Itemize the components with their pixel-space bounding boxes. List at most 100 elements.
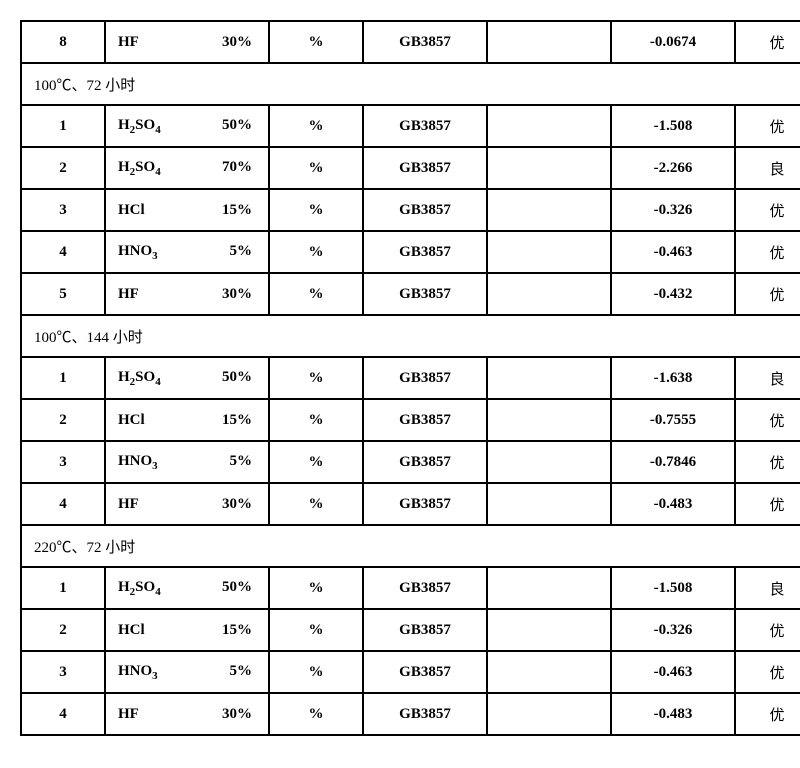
- value-cell: -0.432: [611, 273, 735, 315]
- table-row: 2H2SO470%%GB3857 -2.266良: [21, 147, 800, 189]
- standard-cell: GB3857: [363, 693, 487, 735]
- standard-cell: GB3857: [363, 147, 487, 189]
- grade-cell: 良: [735, 147, 800, 189]
- empty-cell: [487, 105, 611, 147]
- value-cell: -0.463: [611, 231, 735, 273]
- unit-cell: %: [269, 105, 363, 147]
- empty-cell: [487, 693, 611, 735]
- grade-cell: 优: [735, 189, 800, 231]
- value-cell: -0.0674: [611, 21, 735, 63]
- grade-cell: 良: [735, 567, 800, 609]
- value-cell: -0.7555: [611, 399, 735, 441]
- standard-cell: GB3857: [363, 357, 487, 399]
- chemical-formula: HCl: [118, 412, 145, 429]
- unit-cell: %: [269, 693, 363, 735]
- grade-cell: 良: [735, 357, 800, 399]
- concentration: 5%: [230, 453, 253, 472]
- grade-cell: 优: [735, 105, 800, 147]
- grade-cell: 优: [735, 483, 800, 525]
- row-number: 4: [21, 693, 105, 735]
- grade-cell: 优: [735, 21, 800, 63]
- table-row: 1H2SO450%%GB3857-1.508良: [21, 567, 800, 609]
- empty-cell: [487, 483, 611, 525]
- table-row: 3HNO35%%GB3857-0.7846优: [21, 441, 800, 483]
- standard-cell: GB3857: [363, 189, 487, 231]
- section-header-cell: 100℃、72 小时: [21, 63, 800, 105]
- concentration: 15%: [222, 412, 252, 429]
- row-number: 8: [21, 21, 105, 63]
- empty-cell: [487, 21, 611, 63]
- chemical-formula: HF: [118, 496, 139, 513]
- chemical-formula: H2SO4: [118, 579, 161, 598]
- row-number: 1: [21, 105, 105, 147]
- chemical-cell: HNO3 5%: [105, 651, 269, 693]
- chemical-formula: H2SO4: [118, 117, 161, 136]
- unit-cell: %: [269, 273, 363, 315]
- unit-cell: %: [269, 483, 363, 525]
- chemical-formula: HCl: [118, 622, 145, 639]
- standard-cell: GB3857: [363, 273, 487, 315]
- section-header-cell: 220℃、72 小时: [21, 525, 800, 567]
- unit-cell: %: [269, 399, 363, 441]
- table-row: 4HF30%%GB3857-0.483优: [21, 693, 800, 735]
- grade-cell: 优: [735, 399, 800, 441]
- value-cell: -2.266: [611, 147, 735, 189]
- empty-cell: [487, 147, 611, 189]
- empty-cell: [487, 273, 611, 315]
- chemical-cell: H2SO470%: [105, 147, 269, 189]
- chemical-formula: HF: [118, 706, 139, 723]
- section-header-row: 220℃、72 小时: [21, 525, 800, 567]
- unit-cell: %: [269, 189, 363, 231]
- standard-cell: GB3857: [363, 399, 487, 441]
- empty-cell: [487, 651, 611, 693]
- unit-cell: %: [269, 147, 363, 189]
- section-header-row: 100℃、72 小时: [21, 63, 800, 105]
- table-row: 1H2SO450%%GB3857 -1.508优: [21, 105, 800, 147]
- data-table: 8HF30%%GB3857-0.0674优100℃、72 小时1H2SO450%…: [20, 20, 800, 736]
- chemical-cell: HCl15%: [105, 609, 269, 651]
- value-cell: -0.483: [611, 693, 735, 735]
- grade-cell: 优: [735, 441, 800, 483]
- concentration: 15%: [222, 202, 252, 219]
- value-cell: -1.508: [611, 567, 735, 609]
- chemical-cell: H2SO450%: [105, 357, 269, 399]
- chemical-cell: H2SO450%: [105, 105, 269, 147]
- unit-cell: %: [269, 21, 363, 63]
- empty-cell: [487, 441, 611, 483]
- row-number: 2: [21, 399, 105, 441]
- empty-cell: [487, 609, 611, 651]
- section-header-row: 100℃、144 小时: [21, 315, 800, 357]
- unit-cell: %: [269, 651, 363, 693]
- table-row: 1H2SO450%%GB3857-1.638良: [21, 357, 800, 399]
- empty-cell: [487, 231, 611, 273]
- table-row: 4HF30%%GB3857-0.483优: [21, 483, 800, 525]
- table-row: 3HNO35%%GB3857-0.463优: [21, 651, 800, 693]
- value-cell: -1.638: [611, 357, 735, 399]
- value-cell: -0.483: [611, 483, 735, 525]
- concentration: 30%: [222, 706, 252, 723]
- empty-cell: [487, 357, 611, 399]
- concentration: 50%: [222, 579, 252, 598]
- unit-cell: %: [269, 357, 363, 399]
- chemical-formula: HNO3: [118, 663, 158, 682]
- standard-cell: GB3857: [363, 609, 487, 651]
- unit-cell: %: [269, 441, 363, 483]
- chemical-formula: HNO3: [118, 243, 158, 262]
- standard-cell: GB3857: [363, 567, 487, 609]
- concentration: 30%: [222, 496, 252, 513]
- row-number: 4: [21, 231, 105, 273]
- chemical-cell: HCl15%: [105, 189, 269, 231]
- chemical-formula: HNO3: [118, 453, 158, 472]
- value-cell: -1.508: [611, 105, 735, 147]
- chemical-cell: HF30%: [105, 273, 269, 315]
- concentration: 5%: [230, 243, 253, 262]
- row-number: 2: [21, 609, 105, 651]
- empty-cell: [487, 399, 611, 441]
- row-number: 2: [21, 147, 105, 189]
- value-cell: -0.7846: [611, 441, 735, 483]
- row-number: 3: [21, 189, 105, 231]
- standard-cell: GB3857: [363, 105, 487, 147]
- chemical-formula: H2SO4: [118, 159, 161, 178]
- chemical-cell: HNO3 5%: [105, 231, 269, 273]
- concentration: 5%: [230, 663, 253, 682]
